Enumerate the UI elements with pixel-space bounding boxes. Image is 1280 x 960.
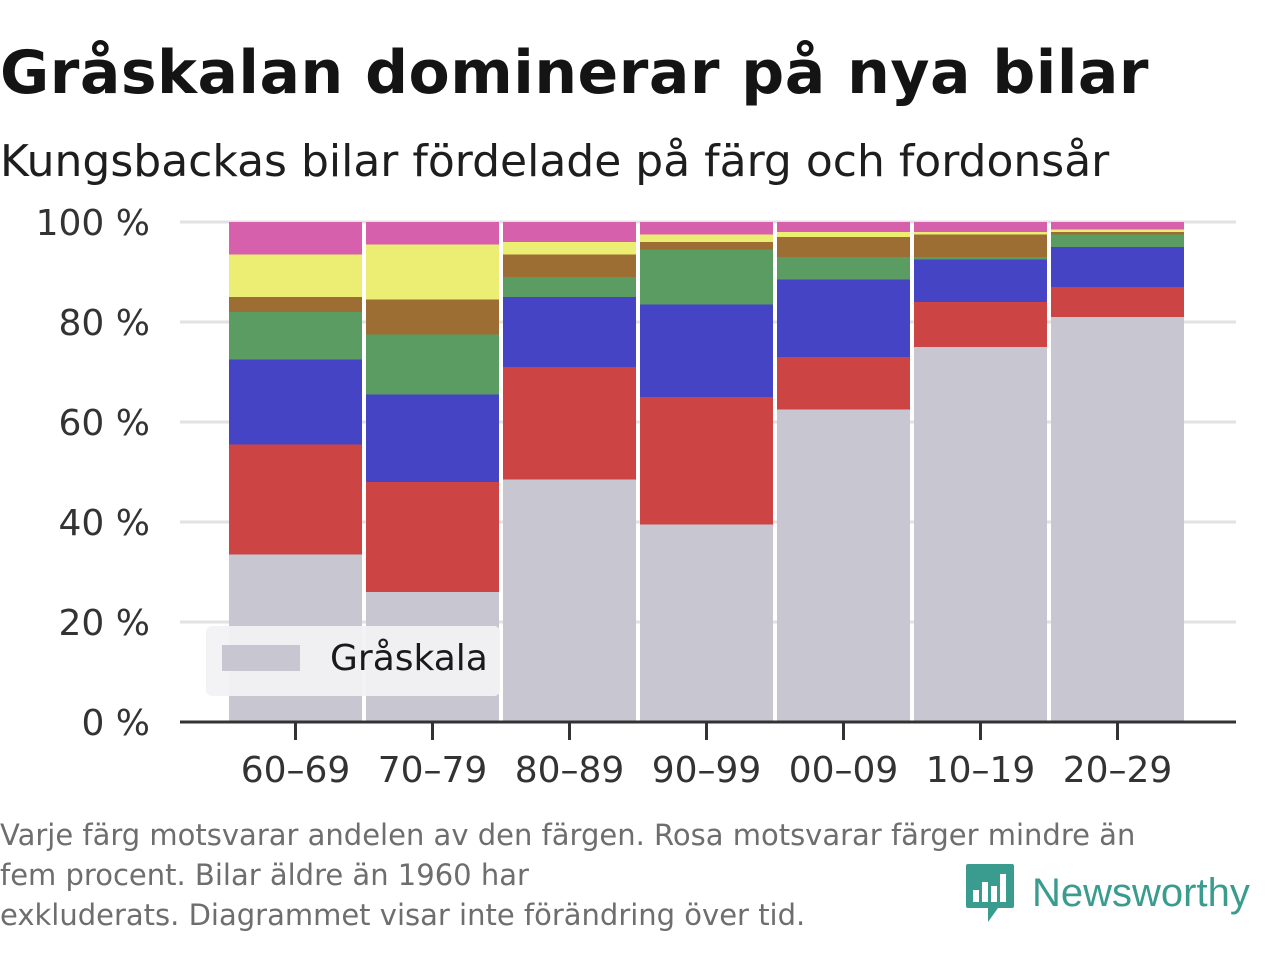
x-tick-label: 60–69 <box>241 750 351 791</box>
x-tick-label: 70–79 <box>378 750 488 791</box>
newsworthy-logo: Newsworthy <box>964 862 1250 924</box>
brand-name: Newsworthy <box>1032 870 1250 915</box>
y-tick-label: 20 % <box>59 603 150 644</box>
legend-label: Gråskala <box>330 638 488 679</box>
bar-segment <box>366 299 499 335</box>
bar-segment <box>777 409 910 722</box>
bar-segment <box>914 234 1047 257</box>
bar-segment <box>366 222 499 245</box>
bar-segment <box>503 297 636 367</box>
chart-subtitle: Kungsbackas bilar fördelade på färg och … <box>0 136 1110 187</box>
bar-segment <box>777 232 910 237</box>
bar-segment <box>503 479 636 722</box>
x-tick-label: 10–19 <box>926 750 1036 791</box>
bar-segment <box>640 222 773 235</box>
footnote-line: fem procent. Bilar äldre än 1960 har <box>0 858 529 892</box>
y-tick-label: 60 % <box>59 403 150 444</box>
bar-segment <box>503 254 636 277</box>
bar-segment <box>229 222 362 255</box>
legend-box <box>206 626 500 696</box>
bar-segment <box>640 397 773 525</box>
bar-segment <box>777 222 910 232</box>
y-tick-label: 40 % <box>59 503 150 544</box>
bar-segment <box>1051 234 1184 247</box>
bar-segment <box>777 357 910 410</box>
bar-segment <box>229 359 362 445</box>
bar-segment <box>1051 229 1184 232</box>
bar-segment <box>1051 232 1184 235</box>
chart-title: Gråskalan dominerar på nya bilar <box>0 38 1149 108</box>
x-tick-label: 00–09 <box>789 750 899 791</box>
bar-segment <box>777 279 910 357</box>
bar-segment <box>366 334 499 395</box>
footnote: Varje färg motsvarar andelen av den färg… <box>0 815 1250 935</box>
bar-segment <box>640 242 773 250</box>
x-tick-label: 80–89 <box>515 750 625 791</box>
bar-segment <box>503 242 636 255</box>
y-tick-label: 100 % <box>36 203 150 244</box>
bar-segment <box>640 234 773 242</box>
bar-segment <box>1051 247 1184 287</box>
x-tick-label: 20–29 <box>1063 750 1173 791</box>
bar-segment <box>229 297 362 312</box>
bar-segment <box>229 254 362 297</box>
bar-segment <box>914 232 1047 235</box>
bar-segment <box>777 257 910 280</box>
bar-segment <box>777 237 910 257</box>
y-tick-label: 80 % <box>59 303 150 344</box>
x-tick-label: 90–99 <box>652 750 762 791</box>
stacked-bar-chart: 0 % 20 % 40 % 60 % 80 % 100 % 60–69 70–79 80–89 9… <box>36 203 1236 791</box>
bar-segment <box>503 367 636 480</box>
bar-segment <box>1051 222 1184 230</box>
bar-segment <box>503 222 636 242</box>
bar-segment <box>914 259 1047 302</box>
bar-segment <box>640 304 773 397</box>
bar-segment <box>1051 317 1184 722</box>
bar-segment <box>914 222 1047 232</box>
bar-segment <box>229 312 362 360</box>
bar-segment <box>914 302 1047 347</box>
bar-segment <box>229 444 362 555</box>
y-tick-label: 0 % <box>81 703 150 744</box>
bar-segment <box>503 277 636 297</box>
bar-chart-speech-bubble-icon <box>966 864 1014 922</box>
bar-segment <box>640 249 773 305</box>
bar-segment <box>1051 287 1184 317</box>
footnote-line: Varje färg motsvarar andelen av den färg… <box>0 818 1136 852</box>
bar-segment <box>640 524 773 722</box>
bar-segment <box>914 257 1047 260</box>
footnote-line: exkluderats. Diagrammet visar inte förän… <box>0 898 806 932</box>
legend-swatch <box>222 645 300 671</box>
bar-segment <box>366 482 499 592</box>
bar-segment <box>914 347 1047 722</box>
bar-segment <box>366 244 499 300</box>
bar-segment <box>366 394 499 482</box>
